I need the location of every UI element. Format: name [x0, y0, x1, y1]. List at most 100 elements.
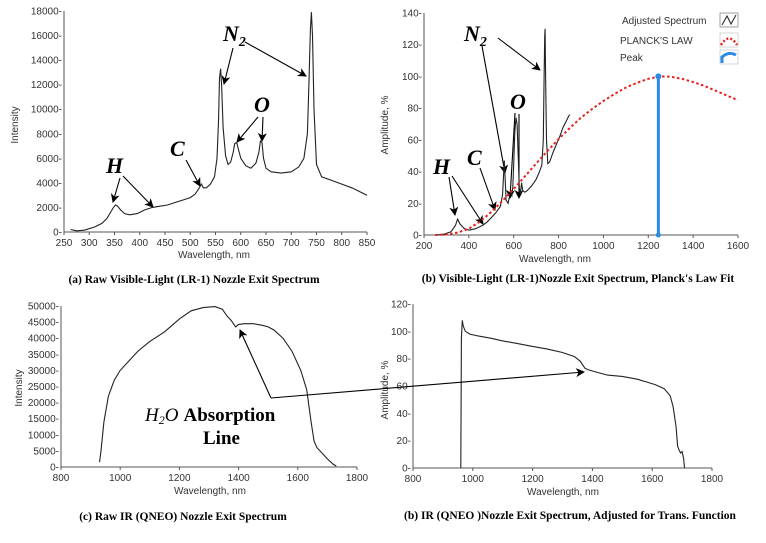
panel-b-peak-base-marker — [655, 232, 661, 238]
panel-a-arrow-n2-1 — [221, 47, 234, 85]
panel-a-x-tick-label: 850 — [359, 238, 376, 249]
panel-d-x-tick-label: 1400 — [581, 474, 604, 485]
panel-a-annotation-h: H — [105, 153, 124, 178]
panel-c-x-tick-label: 1400 — [227, 473, 250, 484]
panel-b-y-tick-label: 100- — [402, 72, 422, 83]
water-arrow-to-raw — [239, 329, 272, 399]
panel-b-x-tick-label: 800 — [550, 241, 567, 252]
panel-a-ylabel: Intensity — [10, 106, 21, 143]
panel-c-title: (c) Raw IR (QNEO) Nozzle Exit Spectrum — [79, 511, 287, 523]
panel-d-x-tick-label: 1000 — [462, 474, 485, 485]
panel-c-y-tick-label: 10000- — [28, 430, 59, 441]
panel-d-chart: Amplitude, % Wavelength, nm (b) IR (QNEO… — [380, 300, 737, 523]
panel-a-y-tick-label: 16000- — [31, 31, 62, 42]
panel-a-x-tick-label: 550 — [207, 238, 224, 249]
panel-d-series-adjusted-ir-spectrum — [460, 320, 686, 469]
legend-peak-label: Peak — [620, 53, 644, 64]
panel-b-x-tick-label: 1000 — [592, 241, 615, 252]
panel-b-y-tick-label: 20- — [408, 199, 422, 210]
panel-b-annotation-o: O — [510, 89, 526, 114]
panel-c-xlabel: Wavelength, nm — [174, 486, 246, 497]
panel-c-y-tick-label: 35000- — [28, 350, 59, 361]
panel-a-series-raw-spectrum — [70, 12, 368, 232]
panel-b-arrow-c — [479, 167, 497, 211]
panel-d-y-tick-label: 20- — [397, 436, 411, 447]
panel-b-x-tick-label: 400 — [461, 241, 478, 252]
panel-a-x-tick-label: 350 — [106, 238, 123, 249]
panel-c-ylabel: Intensity — [14, 369, 25, 406]
panel-a-arrow-c — [185, 159, 201, 187]
panel-b-y-tick-label: 0- — [413, 231, 422, 242]
panel-a-annotation-o: O — [254, 92, 270, 117]
panel-b-arrow-n2-2 — [497, 37, 541, 71]
panel-c-axes: 800 1000 1200 1400 1600 1800 0- 5000- 10000- 1500… — [28, 302, 369, 485]
panel-d-x-tick-label: 1600 — [641, 474, 664, 485]
panel-b-arrow-n2-1 — [481, 45, 509, 174]
panel-a-y-tick-label: 10000- — [31, 105, 62, 116]
panel-c-y-tick-label: 15000- — [28, 414, 59, 425]
water-arrow-to-adjusted — [270, 368, 585, 399]
panel-c-series-raw-ir-spectrum — [98, 306, 337, 467]
panel-a-x-tick-label: 300 — [81, 238, 98, 249]
panel-a-x-tick-label: 400 — [131, 238, 148, 249]
panel-d-ylabel: Amplitude, % — [380, 360, 391, 419]
legend-adjusted-spectrum-label: Adjusted Spectrum — [622, 16, 707, 27]
panel-c-x-tick-label: 1200 — [168, 473, 191, 484]
panel-c-y-tick-label: 20000- — [28, 398, 59, 409]
panel-b-arrow-h-1 — [448, 176, 459, 216]
panel-a-axes: 250 300 350 400 450 500 550 600 650 700 750 800 850 0… — [31, 7, 376, 250]
panel-a-y-tick-label: 4000- — [36, 178, 62, 189]
panel-b-axes: 200 400 600 800 1000 1200 1400 1600 0- 20- 40- 60- 8… — [402, 9, 750, 253]
panel-b-peak-marker — [655, 73, 662, 80]
panel-a-y-tick-label: 8000- — [36, 129, 62, 140]
panel-b-x-tick-label: 1400 — [682, 241, 705, 252]
panel-b-x-tick-label: 1200 — [637, 241, 660, 252]
panel-c-x-tick-label: 1000 — [109, 473, 132, 484]
panel-c-chart: Intensity Wavelength, nm (c) Raw IR (QNE… — [14, 302, 369, 524]
panel-b-y-tick-label: 60- — [408, 135, 422, 146]
panel-a-chart: Intensity Wavelength, nm (a) Raw Visible… — [10, 7, 376, 287]
panel-a-x-tick-label: 450 — [157, 238, 174, 249]
panel-d-xlabel: Wavelength, nm — [527, 487, 599, 498]
panel-a-x-tick-label: 750 — [308, 238, 325, 249]
panel-d-y-tick-label: 0- — [402, 464, 411, 475]
panel-b-x-tick-label: 1600 — [727, 241, 750, 252]
panel-d-y-tick-label: 120- — [391, 300, 411, 311]
panel-a-x-tick-label: 700 — [283, 238, 300, 249]
panel-b-y-tick-label: 140- — [402, 9, 422, 20]
panel-b-title: (b) Visible-Light (LR-1)Nozzle Exit Spec… — [422, 273, 735, 285]
panel-a-x-tick-label: 250 — [56, 238, 73, 249]
legend-planck-label: PLANCK'S LAW — [620, 36, 693, 47]
panel-a-y-tick-label: 18000- — [31, 7, 62, 18]
panel-c-y-tick-label: 30000- — [28, 366, 59, 377]
panel-c-y-tick-label: 40000- — [28, 334, 59, 345]
panel-a-arrow-h-1 — [110, 177, 121, 203]
panel-b-x-tick-label: 200 — [416, 241, 433, 252]
panel-a-arrow-o-1 — [236, 116, 259, 143]
panel-a-y-tick-label: 2000- — [36, 203, 62, 214]
water-absorption-label: H2O Absorption — [144, 405, 276, 427]
panel-c-x-tick-label: 800 — [53, 473, 70, 484]
legend-adjusted-spectrum-icon — [721, 14, 737, 26]
panel-b-series-adjusted-spectrum — [436, 28, 571, 236]
panel-b-xlabel: Wavelength, nm — [519, 254, 591, 265]
panel-a-annotation-c: C — [170, 136, 185, 161]
panel-b-y-tick-label: 120- — [402, 40, 422, 51]
water-absorption-annotation: H2O Absorption Line — [134, 329, 585, 452]
panel-a-y-tick-label: 12000- — [31, 80, 62, 91]
panel-a-annotation-n2: N2 — [222, 21, 246, 50]
panel-b-series-planck-s-law — [435, 75, 739, 236]
panel-c-y-tick-label: 25000- — [28, 382, 59, 393]
legend-peak-icon — [720, 51, 737, 63]
panel-d-title: (b) IR (QNEO )Nozzle Exit Spectrum, Adju… — [404, 510, 737, 522]
panel-a-x-tick-label: 600 — [232, 238, 249, 249]
panel-d-x-tick-label: 1800 — [701, 474, 724, 485]
panel-a-x-tick-label: 650 — [258, 238, 275, 249]
panel-a-xlabel: Wavelength, nm — [178, 250, 250, 261]
panel-d-y-tick-label: 40- — [397, 409, 411, 420]
water-line-label: Line — [203, 428, 240, 449]
panel-b-annotation-n2: N2 — [463, 21, 487, 50]
panel-a-x-tick-label: 500 — [182, 238, 199, 249]
panel-c-y-tick-label: 45000- — [28, 318, 59, 329]
